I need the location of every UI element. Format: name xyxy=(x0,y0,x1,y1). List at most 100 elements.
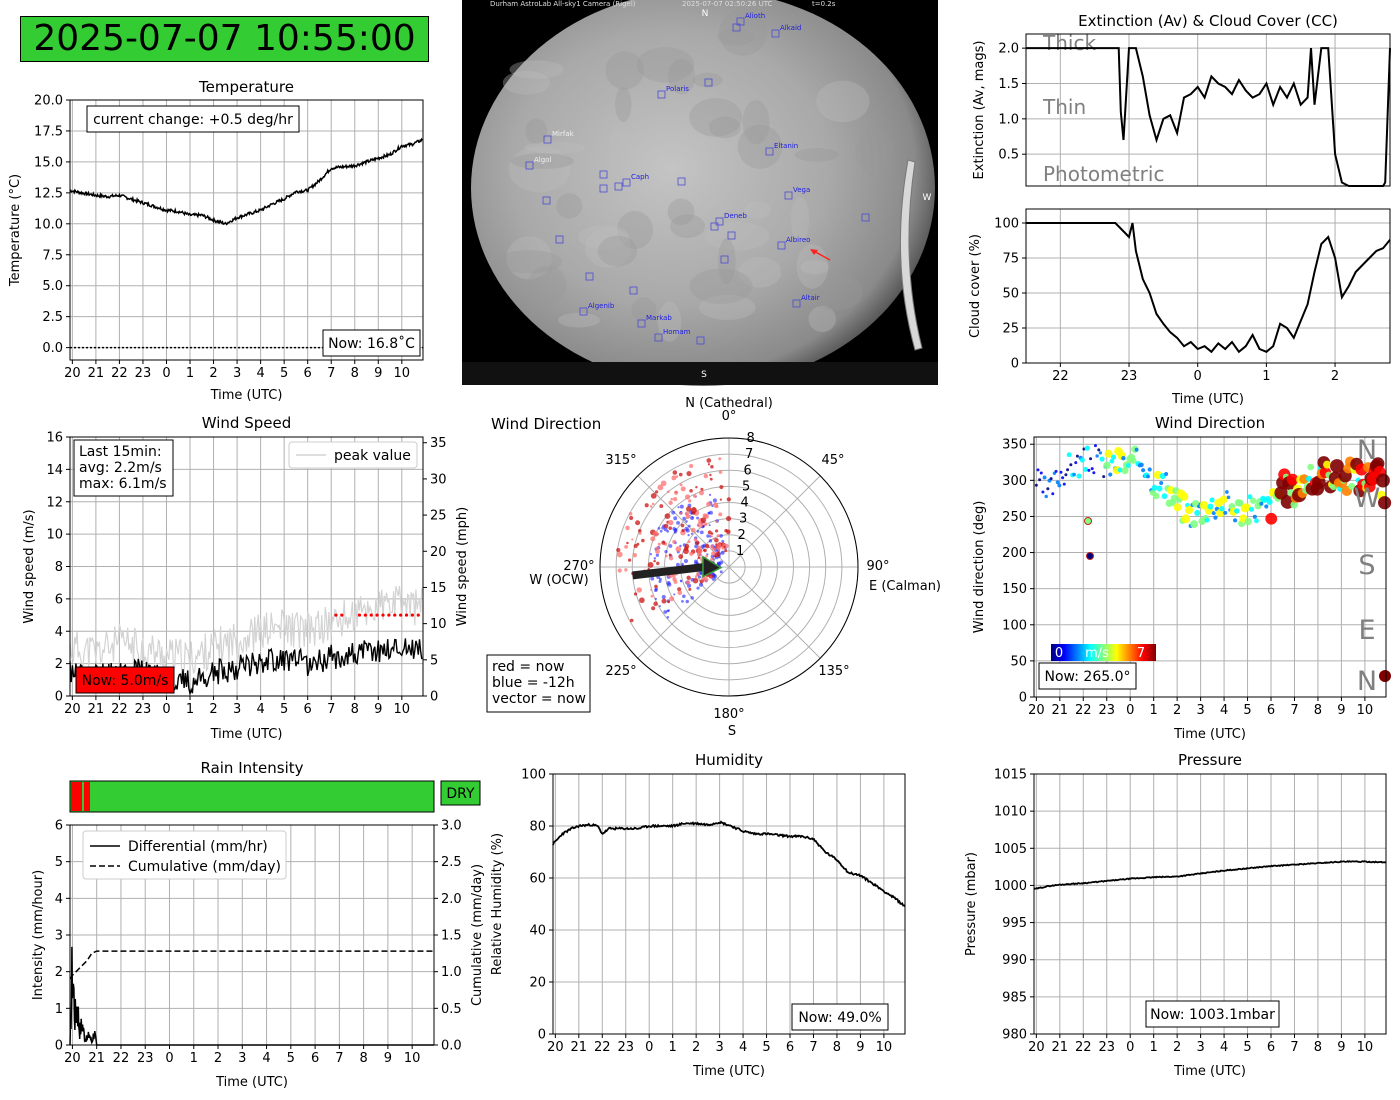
polar-point-now xyxy=(653,531,659,537)
polar-angle-label: 90° xyxy=(866,559,889,574)
temperature-xtick-label: 21 xyxy=(88,366,105,381)
humidity-xtick-label: 9 xyxy=(856,1040,864,1055)
polar-point-old xyxy=(675,562,680,567)
polar-point-now xyxy=(714,555,717,558)
temperature-ytick-label: 7.5 xyxy=(42,248,63,263)
polar-point-now xyxy=(651,606,656,611)
pressure-xtick-label: 8 xyxy=(1314,1040,1322,1055)
polar-point-now xyxy=(705,554,708,558)
humidity-now-label-box xyxy=(791,1003,889,1031)
star-marker xyxy=(677,177,686,186)
polar-point-old xyxy=(663,610,668,614)
polar-point-old xyxy=(679,504,684,509)
wind-speed-ytick-label-right: 5 xyxy=(430,653,438,668)
temperature-xtick-label: 3 xyxy=(233,366,241,381)
rain-ytick-label: 0 xyxy=(55,1039,63,1054)
wind-speed-xlabel: Time (UTC) xyxy=(210,727,283,742)
polar-point-old xyxy=(664,550,668,554)
polar-point-now xyxy=(672,576,677,582)
temperature-ytick-label: 2.5 xyxy=(42,310,63,325)
polar-radius-label: 8 xyxy=(747,431,755,446)
wind-dir-point xyxy=(1209,497,1215,503)
polar-point-old xyxy=(706,534,710,538)
wind-dir-ytick-label: 250 xyxy=(1002,510,1027,525)
cloud-patch xyxy=(717,238,736,285)
star-label: Deneb xyxy=(724,212,747,220)
wind-dir-ytick-label: 100 xyxy=(1002,618,1027,633)
polar-point-old xyxy=(696,586,700,590)
polar-point-old xyxy=(687,524,691,528)
star-label: Albireo xyxy=(786,236,810,244)
wind-dir-point xyxy=(1223,510,1228,515)
polar-point-now xyxy=(671,475,677,481)
cloud-patch xyxy=(636,47,695,83)
polar-point-now xyxy=(650,588,653,591)
wind-dir-point xyxy=(1092,471,1096,475)
polar-point-now xyxy=(683,548,689,555)
polar-point-now xyxy=(679,512,683,515)
polar-point-old xyxy=(676,520,680,525)
polar-point-old xyxy=(657,527,661,530)
polar-point-now xyxy=(689,551,694,556)
wind-dir-xtick-label: 8 xyxy=(1314,703,1322,718)
wind-compass-label: W xyxy=(1354,483,1381,514)
wind-dir-point xyxy=(1161,493,1168,500)
wind-dir-point xyxy=(1121,467,1129,475)
wind-dir-point xyxy=(1117,467,1123,473)
pressure-ytick-label: 1015 xyxy=(994,768,1027,783)
humidity-xtick-label: 20 xyxy=(547,1040,564,1055)
rain-ytick-label-right: 0.5 xyxy=(441,1002,462,1017)
cloud-patch xyxy=(689,98,743,137)
wind-dir-xtick-label: 6 xyxy=(1267,703,1275,718)
polar-point-old xyxy=(661,594,666,600)
cloud-xtick-label: 1 xyxy=(1262,369,1270,384)
polar-point-now xyxy=(690,507,697,514)
polar-point-now xyxy=(709,534,712,537)
star-marker xyxy=(579,307,588,316)
wind-dir-xtick-label: 9 xyxy=(1337,703,1345,718)
polar-point-old xyxy=(654,588,658,593)
wind-dir-xtick-label: 0 xyxy=(1126,703,1134,718)
polar-point-now xyxy=(675,546,682,552)
wind-speed-frame xyxy=(69,436,424,697)
wind-dir-xtick-label: 2 xyxy=(1173,703,1181,718)
polar-point-now xyxy=(650,594,654,598)
rain-ytick-label-right: 0.0 xyxy=(441,1039,462,1054)
extinction-series-line xyxy=(1026,47,1391,187)
wind-now-marker xyxy=(381,613,385,617)
rain-cumulative-line xyxy=(69,950,434,980)
wind-dir-point xyxy=(1199,500,1209,510)
wind-dir-point xyxy=(1087,468,1091,472)
wind-dir-point xyxy=(1076,473,1082,479)
temperature-xtick-label: 1 xyxy=(186,366,194,381)
polar-legend-box xyxy=(486,654,591,713)
rain-status-label: DRY xyxy=(446,786,475,802)
pressure-series-line xyxy=(1033,860,1387,890)
wind-speed-ytick-label: 10 xyxy=(46,528,63,543)
camera-header-name: Durham AstroLab All-sky1 Camera (Rigel) xyxy=(490,0,636,8)
cloud-xtick-label: 22 xyxy=(1052,369,1069,384)
wind-dir-point xyxy=(1083,466,1089,472)
polar-point-old xyxy=(683,558,689,564)
wind-peak-series-line xyxy=(69,586,423,678)
pressure-xtick-label: 22 xyxy=(1075,1040,1092,1055)
wind-dir-point xyxy=(1213,515,1218,520)
polar-point-now xyxy=(725,515,732,522)
cloud-xlabel: Time (UTC) xyxy=(1171,392,1244,407)
polar-point-now xyxy=(668,500,673,505)
pressure-frame xyxy=(1033,773,1387,1035)
polar-point-now xyxy=(624,544,628,549)
wind-dir-point xyxy=(1057,483,1062,488)
cloud-patch xyxy=(670,214,706,239)
cloud-patch xyxy=(524,141,586,154)
cloud-patch xyxy=(709,116,741,139)
wind-now-marker xyxy=(369,613,373,617)
polar-point-old xyxy=(721,539,725,543)
polar-point-now xyxy=(668,526,673,530)
pressure-xtick-label: 2 xyxy=(1173,1040,1181,1055)
star-marker xyxy=(542,196,551,205)
star-label: Mirfak xyxy=(552,130,575,138)
cloud-patch xyxy=(790,196,810,242)
wind-dir-point xyxy=(1207,503,1214,510)
wind-dir-point xyxy=(1153,492,1160,500)
